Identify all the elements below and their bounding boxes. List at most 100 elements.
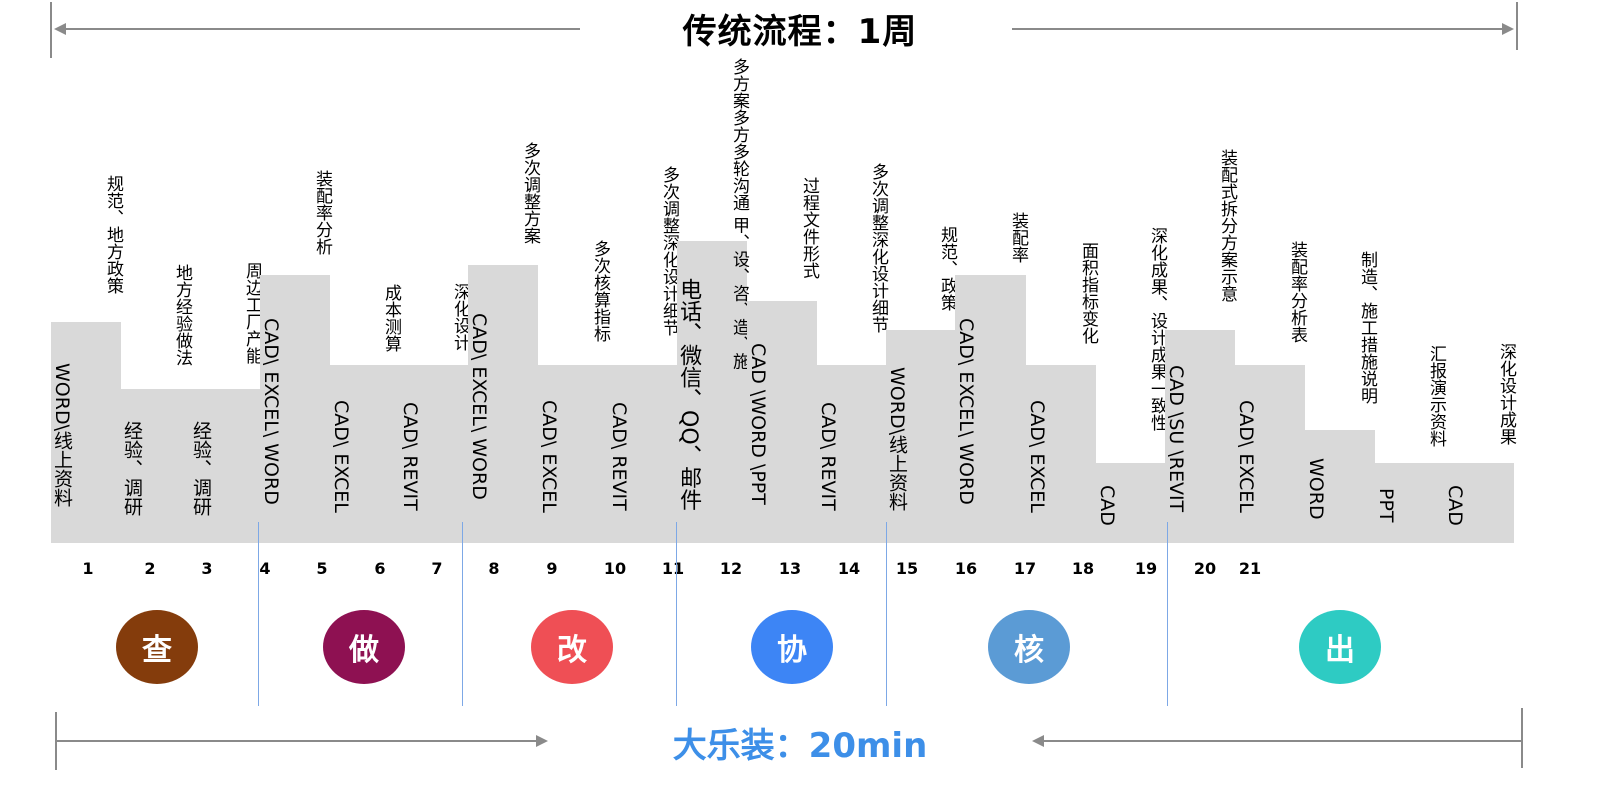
step-tools: CAD\ EXCEL <box>537 399 560 513</box>
step-bar <box>260 275 330 543</box>
step-tools: CAD\ EXCEL <box>1234 399 1257 513</box>
step-bar <box>1096 463 1165 543</box>
step-number: 1 <box>82 559 94 578</box>
step-number: 8 <box>488 559 500 578</box>
step-description: 周边工厂产能 <box>242 262 262 364</box>
step-description: 制造、施工措施说明 <box>1357 251 1377 404</box>
top-right-boundary <box>1516 2 1518 50</box>
step-number: 4 <box>259 559 271 578</box>
step-tools: 电话、微信、QQ、邮件 <box>676 277 702 511</box>
bottom-left-arrowhead <box>536 735 548 747</box>
step-bar <box>608 365 677 543</box>
top-right-arrow-line <box>1012 28 1506 30</box>
step-number: 9 <box>546 559 558 578</box>
step-number: 3 <box>201 559 213 578</box>
step-description: 规范、地方政策 <box>103 175 123 294</box>
step-tools: CAD\ REVIT <box>816 401 839 511</box>
step-tools: CAD\ REVIT <box>398 401 421 511</box>
phase-circle: 改 <box>531 610 613 684</box>
step-tools: WORD\线上资料 <box>885 366 908 511</box>
step-bar <box>817 365 886 543</box>
step-number: 7 <box>431 559 443 578</box>
step-number: 6 <box>374 559 386 578</box>
bottom-left-arrow-line <box>57 740 537 742</box>
phase-separator <box>258 522 259 706</box>
phase-separator <box>1167 522 1168 706</box>
step-tools: CAD\ EXCEL <box>1025 399 1048 513</box>
step-tools: CAD\ EXCEL\ WORD <box>467 312 490 500</box>
top-left-boundary <box>50 2 52 58</box>
step-bar <box>121 389 190 543</box>
step-description: 规范、政策 <box>937 226 957 311</box>
step-description: 多次调整方案 <box>520 142 540 244</box>
phase-separator <box>462 522 463 706</box>
step-description: 装配率 <box>1008 212 1028 263</box>
step-number: 21 <box>1238 559 1262 578</box>
step-number: 15 <box>895 559 919 578</box>
bottom-right-boundary <box>1521 708 1523 768</box>
phase-circle: 核 <box>988 610 1070 684</box>
step-description: 多次调整深化设计细节 <box>659 166 679 336</box>
phase-separator <box>676 522 677 706</box>
bottom-right-arrowhead <box>1032 735 1044 747</box>
step-description: 汇报演示资料 <box>1426 345 1446 447</box>
step-bar <box>677 241 747 543</box>
top-right-arrowhead <box>1502 23 1514 35</box>
step-tools: WORD <box>1304 457 1327 520</box>
step-number: 10 <box>603 559 627 578</box>
step-description: 深化设计 <box>450 283 470 351</box>
step-number: 20 <box>1193 559 1217 578</box>
step-bar <box>1235 365 1305 543</box>
step-number: 11 <box>661 559 685 578</box>
step-bar <box>1444 463 1514 543</box>
step-bar <box>51 322 121 543</box>
step-bar <box>1026 365 1096 543</box>
step-description: 地方经验做法 <box>172 264 192 366</box>
bottom-left-boundary <box>55 712 57 770</box>
step-description: 深化成果、设计成果一致性 <box>1147 227 1167 431</box>
step-number: 18 <box>1071 559 1095 578</box>
step-description: 多次调整深化设计细节 <box>868 163 888 333</box>
step-bar <box>955 275 1026 543</box>
step-number: 17 <box>1013 559 1037 578</box>
phase-circle: 做 <box>323 610 405 684</box>
step-description: 装配率分析表 <box>1287 241 1307 343</box>
step-number: 2 <box>144 559 156 578</box>
step-tools: CAD \SU \REVIT <box>1164 364 1187 513</box>
step-bar <box>747 301 817 543</box>
step-number: 14 <box>837 559 861 578</box>
step-description: 深化设计成果 <box>1496 343 1516 445</box>
step-description: 过程文件形式 <box>799 177 819 279</box>
step-description: 多次核算指标 <box>590 240 610 342</box>
step-number: 12 <box>719 559 743 578</box>
top-left-arrowhead <box>54 23 66 35</box>
step-number: 16 <box>954 559 978 578</box>
step-bar <box>190 389 260 543</box>
step-bar <box>1165 330 1235 543</box>
step-bar <box>330 365 399 543</box>
step-description: 面积指标变化 <box>1078 242 1098 344</box>
phase-circle: 出 <box>1299 610 1381 684</box>
phase-separator <box>886 522 887 706</box>
footer-title: 大乐装：20min <box>672 726 928 766</box>
step-tools: PPT <box>1374 487 1397 523</box>
bottom-right-arrow-line <box>1044 740 1521 742</box>
step-description: 装配率分析 <box>312 170 332 255</box>
step-description: 装配式拆分方案示意 <box>1217 149 1237 302</box>
step-bar <box>468 265 538 543</box>
step-bar <box>1305 430 1375 543</box>
phase-circle: 查 <box>116 610 198 684</box>
step-tools: CAD\ EXCEL\ WORD <box>259 317 282 505</box>
step-bar <box>886 330 955 543</box>
step-bar <box>1375 463 1444 543</box>
page-title: 传统流程：1周 <box>682 12 918 52</box>
step-tools: 经验、调研 <box>189 420 212 516</box>
phase-circle: 协 <box>751 610 833 684</box>
step-bar <box>399 365 468 543</box>
step-tools: CAD \WORD \PPT <box>746 343 769 505</box>
step-number: 19 <box>1134 559 1158 578</box>
step-tools: CAD <box>1443 484 1466 526</box>
step-tools: CAD <box>1095 484 1118 526</box>
step-bar <box>538 365 608 543</box>
step-tools: 经验、调研 <box>120 420 143 516</box>
